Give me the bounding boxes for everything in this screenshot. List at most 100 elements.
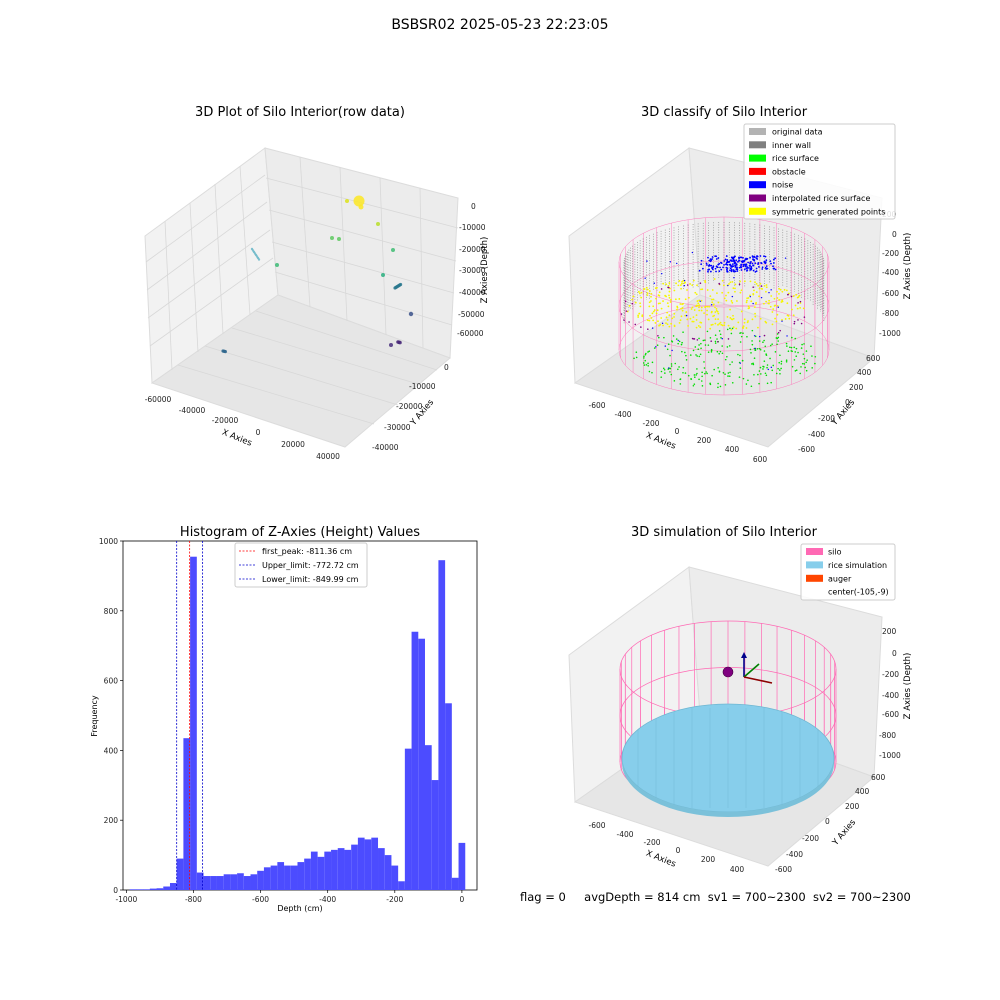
symmetric-point bbox=[779, 288, 782, 291]
interpolated-point bbox=[763, 334, 766, 337]
symmetric-point bbox=[673, 312, 676, 315]
rice-surface-point bbox=[698, 337, 700, 340]
rice-surface-point bbox=[791, 336, 793, 339]
noise-point bbox=[756, 258, 759, 260]
raw-data-point bbox=[223, 350, 227, 354]
noise-point bbox=[733, 277, 735, 279]
symmetric-point bbox=[712, 303, 715, 306]
noise-point bbox=[731, 295, 734, 298]
rice-surface-point bbox=[698, 355, 701, 358]
histogram-bar bbox=[210, 876, 217, 890]
noise-point bbox=[727, 261, 729, 264]
noise-point bbox=[765, 265, 768, 268]
rice-surface-point bbox=[780, 367, 782, 370]
symmetric-point bbox=[680, 315, 683, 318]
interpolated-point bbox=[800, 322, 803, 325]
raw-y-tick: -40000 bbox=[372, 443, 399, 452]
noise-point bbox=[714, 267, 717, 270]
symmetric-point bbox=[668, 325, 671, 328]
symmetric-point bbox=[727, 324, 730, 327]
symmetric-point bbox=[792, 295, 795, 298]
rice-surface-point bbox=[633, 357, 635, 360]
interpolated-point bbox=[727, 338, 730, 340]
rice-surface-point bbox=[777, 336, 780, 339]
sv2-text: sv2 = 700~2300 bbox=[812, 890, 911, 904]
symmetric-point bbox=[711, 289, 714, 291]
symmetric-point bbox=[711, 298, 713, 301]
histogram-bar bbox=[129, 889, 137, 890]
rice-surface-point bbox=[811, 355, 813, 357]
rice-surface-point bbox=[701, 375, 703, 378]
noise-point bbox=[757, 263, 759, 266]
rice-surface-point bbox=[763, 350, 766, 352]
rice-surface-point bbox=[635, 351, 638, 354]
symmetric-point bbox=[704, 306, 707, 309]
rice-surface-point bbox=[673, 380, 676, 382]
raw-x-tick: -40000 bbox=[179, 406, 206, 415]
histogram-x-label: Depth (cm) bbox=[277, 904, 322, 913]
symmetric-point bbox=[755, 291, 758, 294]
raw-data-point bbox=[257, 258, 261, 261]
noise-point bbox=[710, 304, 713, 306]
rice-surface-point bbox=[706, 372, 708, 375]
classify-z-label: Z Axies (Depth) bbox=[903, 233, 913, 300]
flag-text: flag = 0 bbox=[520, 890, 566, 904]
noise-point bbox=[752, 302, 754, 305]
raw-data-point bbox=[391, 248, 395, 252]
raw-y-tick: -20000 bbox=[396, 402, 423, 411]
symmetric-point bbox=[757, 326, 759, 329]
rice-surface-point bbox=[772, 364, 775, 367]
noise-point bbox=[770, 262, 772, 265]
legend-swatch bbox=[806, 574, 823, 582]
symmetric-point bbox=[681, 307, 684, 309]
rice-surface-point bbox=[774, 351, 777, 353]
legend-label: silo bbox=[828, 548, 842, 557]
rice-surface-point bbox=[741, 359, 744, 362]
noise-point bbox=[707, 256, 709, 259]
rice-surface-point bbox=[802, 353, 805, 355]
symmetric-point bbox=[687, 325, 689, 327]
noise-point bbox=[764, 255, 767, 258]
histogram-bar bbox=[223, 874, 231, 890]
noise-point bbox=[752, 269, 755, 272]
symmetric-point bbox=[739, 280, 742, 283]
rice-surface-point bbox=[769, 357, 771, 360]
rice-surface-point bbox=[635, 356, 638, 359]
symmetric-point bbox=[778, 298, 781, 301]
symmetric-point bbox=[648, 305, 651, 308]
raw-x-tick: 20000 bbox=[281, 440, 305, 449]
symmetric-point bbox=[745, 327, 748, 329]
symmetric-point bbox=[674, 298, 677, 301]
symmetric-point bbox=[728, 283, 730, 285]
noise-point bbox=[753, 256, 756, 259]
rice-surface-point bbox=[814, 355, 817, 358]
symmetric-point bbox=[746, 299, 748, 302]
rice-surface-point bbox=[689, 354, 692, 356]
symmetric-point bbox=[721, 279, 724, 282]
symmetric-point bbox=[700, 321, 703, 324]
noise-point bbox=[738, 259, 741, 262]
rice-surface-point bbox=[727, 372, 730, 374]
classify-z-tick: -800 bbox=[882, 309, 899, 318]
noise-point bbox=[752, 256, 754, 259]
rice-surface-point bbox=[669, 371, 671, 373]
histogram-bar bbox=[317, 856, 325, 890]
sim-y-tick: -600 bbox=[775, 865, 792, 874]
histogram-bar bbox=[371, 837, 379, 890]
symmetric-point bbox=[708, 305, 710, 308]
symmetric-point bbox=[665, 316, 668, 319]
noise-point bbox=[748, 266, 750, 269]
histogram-bar bbox=[143, 889, 150, 890]
raw-x-tick: -20000 bbox=[212, 416, 239, 425]
histogram-bar bbox=[270, 865, 278, 890]
symmetric-point bbox=[679, 319, 682, 322]
sim-x-tick: -600 bbox=[588, 821, 605, 830]
symmetric-point bbox=[656, 309, 659, 312]
symmetric-point bbox=[654, 287, 657, 290]
rice-surface-point bbox=[775, 372, 778, 375]
noise-point bbox=[736, 270, 739, 272]
rice-surface-point bbox=[719, 350, 722, 353]
rice-surface-point bbox=[791, 365, 794, 368]
symmetric-point bbox=[695, 314, 698, 317]
rice-surface-point bbox=[764, 345, 767, 348]
